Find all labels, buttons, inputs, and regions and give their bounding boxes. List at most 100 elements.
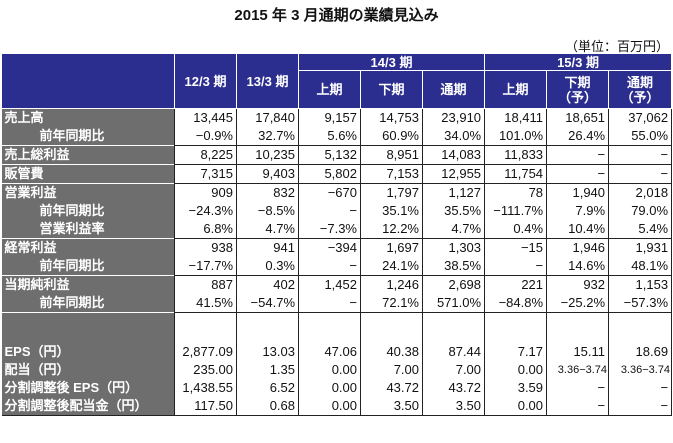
table-row: 分割調整後配当金（円） 117.50 0.68 0.00 3.50 3.50 0.00− − <box>1 397 673 416</box>
value-cell: 9,157 <box>298 108 361 127</box>
value-cell: 101.0% <box>484 127 548 146</box>
value-cell: −15 <box>484 238 548 257</box>
value-cell: 117.50 <box>174 397 237 416</box>
value-cell: 43.72 <box>421 379 486 397</box>
value-cell: 3.50 <box>360 397 423 416</box>
value-cell: − <box>298 257 361 276</box>
value-cell: −111.7% <box>484 202 548 220</box>
value-cell: 938 <box>174 238 237 257</box>
value-cell: 1,153 <box>608 275 673 294</box>
row-label: 売上高 <box>1 108 175 127</box>
row-label: 営業利益率 <box>1 220 175 239</box>
table-row: 前年同期比 41.5% −54.7% −72.1% 571.0% −84.8% −25.2%… <box>1 294 673 313</box>
value-cell: 15.11 <box>546 343 610 361</box>
value-cell: 34.0% <box>421 127 486 146</box>
value-cell: 12,955 <box>421 164 486 184</box>
value-cell: 12.2% <box>360 220 423 239</box>
table-row: 販管費 7,315 9,403 5,802 7,153 12,955 11,754− − <box>1 164 673 184</box>
table-row: 前年同期比 −24.3% −8.5% −35.1% 35.5% −111.7% 7.9% 79… <box>1 202 673 220</box>
value-cell: −24.3% <box>174 202 237 220</box>
value-cell: 0.00 <box>298 379 361 397</box>
row-label: 経常利益 <box>1 238 175 257</box>
value-cell: 1,438.55 <box>174 379 237 397</box>
spacer-cell <box>174 312 237 343</box>
value-cell: −57.3% <box>608 294 673 313</box>
table-row: 分割調整後 EPS（円） 1,438.55 6.52 0.00 43.72 43.72 3.… <box>1 379 673 397</box>
value-cell: 79.0% <box>608 202 673 220</box>
table-row: 経常利益 938 941 −394 1,697 1,303 −15 1,946 1,931 <box>1 238 673 257</box>
unit-label: （単位：百万円） <box>564 39 669 54</box>
value-cell: 32.7% <box>236 127 299 146</box>
value-cell: 78 <box>484 183 548 202</box>
value-cell: 7,315 <box>174 164 237 184</box>
header-14-3: 14/3 期 <box>297 53 486 71</box>
spacer-cell <box>236 312 299 343</box>
value-cell: 887 <box>174 275 237 294</box>
table-row: 売上高 13,445 17,840 9,157 14,753 23,910 18,411 18… <box>1 108 673 127</box>
value-cell: 14.6% <box>546 257 610 276</box>
row-label: 営業利益 <box>1 183 175 202</box>
value-cell: 2,698 <box>421 275 486 294</box>
value-cell: − <box>298 294 361 313</box>
value-cell: 3.50 <box>421 397 486 416</box>
table-row: 前年同期比 −0.9% 32.7% 5.6% 60.9% 34.0% 101.0% 26.4%… <box>1 127 673 146</box>
row-label: 前年同期比 <box>1 257 175 276</box>
value-cell: − <box>546 164 610 184</box>
table-row: 営業利益 909 832 −670 1,797 1,127 78 1,940 2,018 <box>1 183 673 202</box>
value-cell: 0.00 <box>484 397 548 416</box>
value-cell: 5.4% <box>608 220 673 239</box>
value-cell: 5.6% <box>298 127 361 146</box>
page-title: 2015 年 3 月通期の業績見込み <box>234 7 439 24</box>
value-cell: − <box>484 257 548 276</box>
table-row: 当期純利益 887 402 1,452 1,246 2,698 221 932 1,153 <box>1 275 673 294</box>
spacer-label <box>1 312 175 343</box>
value-cell: 87.44 <box>421 343 486 361</box>
value-cell: 3.36−3.74 <box>546 361 610 379</box>
value-cell: 24.1% <box>360 257 423 276</box>
earnings-forecast-table: 12/3 期 13/3 期 14/3 期 15/3 期 上期 下期 通期 上期 … <box>1 53 673 416</box>
value-cell: 1,127 <box>421 183 486 202</box>
value-cell: 7.00 <box>360 361 423 379</box>
value-cell: 7.17 <box>484 343 548 361</box>
value-cell: − <box>608 145 673 165</box>
value-cell: 1.35 <box>236 361 299 379</box>
table-row: 配当（円） 235.00 1.35 0.00 7.00 7.00 0.00 3.36−3.74… <box>1 361 673 379</box>
row-label: 販管費 <box>1 164 175 184</box>
table-row: 売上総利益 8,225 10,235 5,132 8,951 14,083 11,833− − <box>1 145 673 165</box>
header-15-h2: 下期 （予） <box>546 70 610 109</box>
value-cell: 2,018 <box>608 183 673 202</box>
value-cell: 60.9% <box>360 127 423 146</box>
value-cell: 0.00 <box>298 361 361 379</box>
value-cell: 402 <box>236 275 299 294</box>
value-cell: 55.0% <box>608 127 673 146</box>
value-cell: −84.8% <box>484 294 548 313</box>
value-cell: 2,877.09 <box>174 343 237 361</box>
value-cell: 35.1% <box>360 202 423 220</box>
value-cell: −394 <box>298 238 361 257</box>
value-cell: 41.5% <box>174 294 237 313</box>
value-cell: 10,235 <box>236 145 299 165</box>
value-cell: 1,697 <box>360 238 423 257</box>
value-cell: 1,452 <box>298 275 361 294</box>
row-label: 当期純利益 <box>1 275 175 294</box>
value-cell: 7,153 <box>360 164 423 184</box>
value-cell: 7.00 <box>421 361 486 379</box>
value-cell: − <box>608 397 673 416</box>
value-cell: 72.1% <box>360 294 423 313</box>
header-15-h1: 上期 <box>484 70 548 109</box>
value-cell: 8,951 <box>360 145 423 165</box>
value-cell: 26.4% <box>546 127 610 146</box>
value-cell: 5,802 <box>298 164 361 184</box>
header-15-full: 通期 （予） <box>608 70 673 109</box>
spacer-cell <box>608 312 673 343</box>
value-cell: −25.2% <box>546 294 610 313</box>
spacer-cell <box>360 312 423 343</box>
value-cell: −670 <box>298 183 361 202</box>
value-cell: 8,225 <box>174 145 237 165</box>
value-cell: − <box>546 145 610 165</box>
value-cell: 0.3% <box>236 257 299 276</box>
value-cell: 11,833 <box>484 145 548 165</box>
value-cell: 35.5% <box>421 202 486 220</box>
value-cell: 48.1% <box>608 257 673 276</box>
value-cell: 43.72 <box>360 379 423 397</box>
